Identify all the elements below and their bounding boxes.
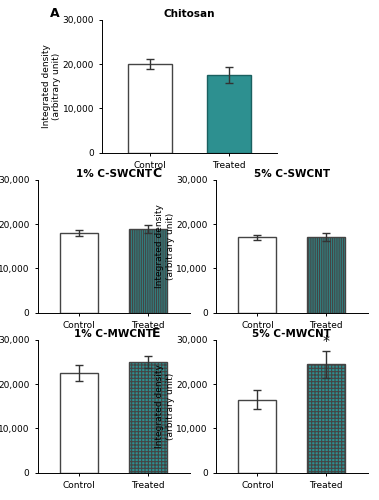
Bar — [129, 228, 167, 312]
Bar — [207, 75, 251, 152]
Title: 5% C-SWCNT: 5% C-SWCNT — [254, 169, 330, 179]
Title: 1% C-SWCNT: 1% C-SWCNT — [76, 169, 152, 179]
Bar — [238, 238, 276, 312]
Bar — [60, 233, 98, 312]
Bar — [238, 400, 276, 472]
Y-axis label: Integrated density
(arbitrary unit): Integrated density (arbitrary unit) — [155, 364, 175, 448]
Text: A: A — [50, 6, 60, 20]
Text: E: E — [152, 327, 161, 340]
Bar — [307, 238, 345, 312]
Y-axis label: Integrated density
(arbitrary unit): Integrated density (arbitrary unit) — [42, 44, 61, 128]
Text: *: * — [323, 334, 330, 348]
Title: Chitosan: Chitosan — [164, 9, 215, 19]
Title: 5% C-MWCNT: 5% C-MWCNT — [252, 329, 331, 339]
Y-axis label: Integrated density
(arbitrary unit): Integrated density (arbitrary unit) — [155, 204, 175, 288]
Bar — [129, 362, 167, 472]
Title: 1% C-MWCNT: 1% C-MWCNT — [74, 329, 153, 339]
Bar — [60, 373, 98, 472]
Bar — [307, 364, 345, 472]
Bar — [128, 64, 172, 152]
Text: C: C — [152, 167, 161, 180]
